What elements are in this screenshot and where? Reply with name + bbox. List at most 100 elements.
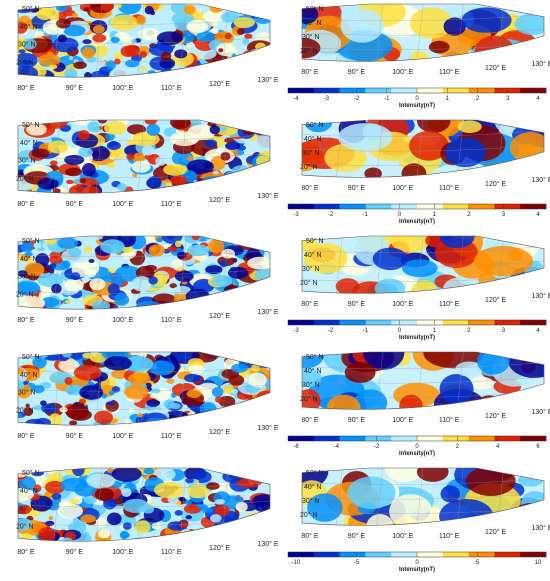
colorbar-swatch — [365, 552, 392, 557]
right-map-panel-1: 50° N 40° N 30° N 20° N 80° E 90° E 100° E 110°… — [300, 3, 550, 76]
longitude-label: 100° E — [112, 200, 133, 208]
colorbar-swatch — [313, 88, 340, 93]
latitude-label: 30° N — [302, 381, 320, 389]
latitude-label: 50° N — [306, 469, 324, 477]
map-frame — [17, 235, 271, 310]
colorbar-swatch — [313, 436, 340, 441]
colorbar-tick-label: -1 — [384, 96, 390, 102]
longitude-label: 90° E — [66, 84, 84, 92]
longitude-label: 120° E — [209, 428, 230, 436]
latitude-label: 30° N — [302, 265, 320, 273]
latitude-label: 40° N — [304, 251, 322, 259]
longitude-label: 80° E — [17, 432, 35, 440]
colorbar-title: Intensity(nT) — [399, 567, 435, 573]
colorbar-swatch — [494, 436, 521, 441]
colorbar-tick-label: -4 — [293, 96, 299, 102]
colorbar-5: -10 -5 0 5 10 Intensity(nT) — [287, 551, 547, 573]
longitude-label: 130° E — [257, 308, 278, 316]
colorbar-tick-label: -3 — [293, 328, 299, 334]
right-map-panel-4: 50° N 40° N 30° N 20° N 80° E 90° E 100° E 110°… — [300, 351, 550, 424]
longitude-label: 120° E — [209, 80, 230, 88]
longitude-label: 100° E — [392, 68, 413, 76]
latitude-label: 20° N — [16, 522, 34, 530]
colorbar-swatch — [391, 552, 418, 557]
map-frame — [301, 351, 545, 410]
colorbar-swatch — [442, 436, 469, 441]
colorbar-3: -3 -2 -1 0 1 2 3 4 Intensity(nT) — [287, 319, 547, 341]
colorbar-tick-label: 2 — [456, 444, 460, 450]
colorbar-title: Intensity(nT) — [399, 103, 435, 109]
latitude-label: 40° N — [20, 371, 38, 379]
colorbar-swatch — [520, 204, 547, 209]
colorbar-tick-label: 2 — [467, 328, 471, 334]
longitude-label: 110° E — [161, 548, 182, 556]
colorbar-tick-label: -2 — [328, 328, 334, 334]
longitude-label: 80° E — [301, 416, 319, 424]
colorbar-swatch — [494, 88, 521, 93]
colorbar-swatch — [417, 436, 444, 441]
colorbar-swatch — [339, 436, 366, 441]
map-frame — [301, 119, 545, 178]
longitude-label: 130° E — [531, 60, 550, 68]
longitude-label: 110° E — [439, 184, 460, 192]
colorbar-tick-label: -3 — [293, 212, 299, 218]
colorbar-swatch — [468, 436, 495, 441]
colorbar-swatch — [365, 436, 392, 441]
colorbar-tick-label: 3 — [506, 96, 510, 102]
latitude-label: 20° N — [300, 279, 318, 287]
colorbar-swatch — [520, 436, 547, 441]
longitude-label: 110° E — [161, 432, 182, 440]
map-frame — [301, 3, 545, 62]
latitude-label: 50° N — [22, 353, 40, 361]
latitude-label: 20° N — [16, 406, 34, 414]
colorbar-tick-label: -10 — [292, 560, 301, 566]
left-map-panel-1: 50° N 40° N 30° N 20° N 80° E 90° E 100° E 110°… — [16, 3, 279, 92]
map-frame — [17, 351, 271, 426]
longitude-label: 120° E — [209, 196, 230, 204]
latitude-label: 50° N — [306, 237, 324, 245]
colorbar-swatch — [442, 204, 469, 209]
longitude-label: 130° E — [257, 76, 278, 84]
longitude-label: 90° E — [348, 416, 366, 424]
colorbar-swatch — [391, 204, 418, 209]
colorbar-swatch — [391, 88, 418, 93]
latitude-label: 40° N — [20, 23, 38, 31]
longitude-label: 80° E — [17, 84, 35, 92]
longitude-label: 80° E — [17, 316, 35, 324]
colorbar-tick-label: 5 — [476, 560, 480, 566]
colorbar-tick-label: 1 — [433, 328, 437, 334]
colorbar-tick-label: 10 — [535, 560, 542, 566]
longitude-label: 80° E — [17, 200, 35, 208]
colorbar-1: -4 -3 -2 -1 0 1 2 3 4 Intensity(nT) — [287, 87, 547, 109]
colorbar-tick-label: -5 — [354, 560, 360, 566]
latitude-label: 50° N — [306, 5, 324, 13]
latitude-label: 30° N — [18, 157, 36, 165]
colorbar-swatch — [494, 320, 521, 325]
colorbar-tick-label: 1 — [446, 96, 450, 102]
colorbar-tick-label: -4 — [334, 444, 340, 450]
right-map-panel-3: 50° N 40° N 30° N 20° N 80° E 90° E 100° E 110°… — [300, 235, 550, 308]
longitude-label: 90° E — [348, 532, 366, 540]
colorbar-tick-label: 4 — [536, 328, 540, 334]
latitude-label: 30° N — [18, 389, 36, 397]
latitude-label: 50° N — [22, 237, 40, 245]
longitude-label: 130° E — [531, 176, 550, 184]
colorbar-tick-label: 3 — [502, 328, 506, 334]
colorbar-tick-label: -1 — [362, 328, 368, 334]
left-map-panel-2: 50° N 40° N 30° N 20° N 80° E 90° E 100° E 110°… — [16, 119, 279, 208]
longitude-label: 90° E — [348, 300, 366, 308]
colorbar-swatch — [468, 204, 495, 209]
latitude-label: 30° N — [18, 505, 36, 513]
longitude-label: 120° E — [485, 412, 506, 420]
colorbar-swatch — [417, 88, 444, 93]
longitude-label: 80° E — [17, 548, 35, 556]
colorbar-tick-label: 4 — [536, 212, 540, 218]
map-frame — [301, 467, 545, 526]
longitude-label: 90° E — [66, 432, 84, 440]
longitude-label: 100° E — [112, 432, 133, 440]
latitude-label: 40° N — [304, 367, 322, 375]
latitude-label: 30° N — [302, 33, 320, 41]
colorbar-swatch — [494, 552, 521, 557]
colorbar-swatch — [339, 552, 366, 557]
